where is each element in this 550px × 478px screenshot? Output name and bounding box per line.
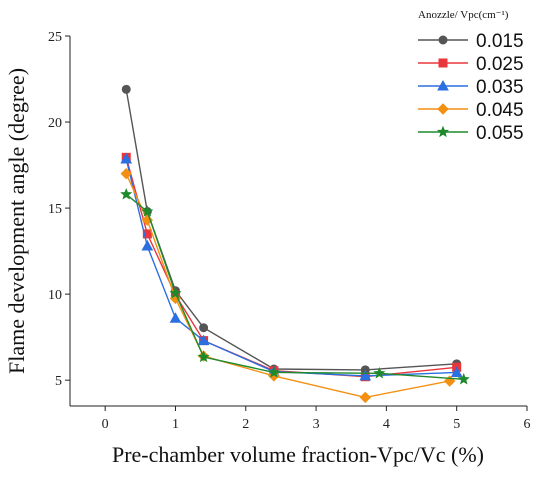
series-0-015: [121, 84, 462, 375]
data-point: [197, 334, 210, 346]
legend-item: 0.025: [418, 54, 524, 75]
legend-marker: [438, 58, 448, 68]
legend-label: 0.055: [476, 123, 524, 144]
legend-label: 0.045: [476, 100, 524, 121]
plot-frame: [69, 36, 527, 407]
legend-item: 0.045: [418, 100, 524, 121]
data-point: [199, 323, 209, 333]
data-point: [359, 369, 372, 381]
legend-item: 0.055: [418, 123, 524, 144]
series-layer: [120, 84, 470, 404]
data-point: [141, 239, 154, 251]
data-point: [169, 312, 182, 323]
x-tick-label: 3: [313, 417, 320, 432]
legend-marker: [437, 103, 449, 115]
legend-item: 0.035: [418, 77, 524, 98]
series-0-035: [120, 153, 463, 381]
y-tick-label: 15: [48, 202, 62, 217]
x-tick-label: 2: [242, 417, 249, 432]
data-point: [141, 205, 154, 217]
series-0-025: [121, 152, 462, 382]
x-axis-title: Pre-chamber volume fraction-Vpc/Vc (%): [112, 442, 484, 467]
y-tick-label: 20: [48, 116, 62, 131]
series-line: [125, 158, 457, 377]
series-0-055: [120, 187, 470, 385]
legend-marker: [437, 79, 449, 91]
legend-label: 0.025: [476, 54, 524, 75]
legend: Anozzle/ Vpc(cm⁻¹) 0.0150.0250.0350.0450…: [418, 9, 524, 144]
legend-item: 0.015: [418, 31, 524, 52]
data-point: [120, 153, 133, 164]
data-point: [142, 229, 152, 239]
data-point: [450, 366, 463, 377]
legend-label: 0.035: [476, 77, 524, 98]
data-point: [120, 167, 132, 180]
legend-marker: [436, 125, 450, 138]
x-tick-label: 1: [172, 417, 179, 432]
data-point: [169, 286, 182, 299]
data-point: [359, 391, 371, 404]
legend-label: 0.015: [476, 31, 524, 52]
series-line: [125, 173, 450, 399]
data-point: [267, 366, 280, 378]
data-point: [457, 372, 470, 385]
x-axis-ticks: 0 1 2 3 4 5 6: [102, 406, 531, 432]
series-line: [125, 157, 457, 378]
x-tick-label: 5: [453, 417, 460, 432]
data-point: [120, 187, 133, 200]
y-tick-label: 10: [48, 288, 62, 303]
legend-title: Anozzle/ Vpc(cm⁻¹): [418, 9, 509, 21]
series-line: [125, 89, 457, 371]
data-point: [373, 366, 386, 379]
legend-marker: [438, 35, 448, 45]
y-axis-title: Flame development angle (degree): [4, 68, 29, 374]
x-tick-label: 4: [383, 417, 390, 432]
y-tick-label: 25: [48, 30, 62, 45]
data-point: [197, 350, 210, 363]
y-tick-label: 5: [55, 374, 62, 389]
y-axis-ticks: 5 10 15 20 25: [48, 30, 70, 389]
data-point: [121, 84, 131, 94]
x-tick-label: 0: [102, 417, 109, 432]
x-tick-label: 6: [524, 417, 531, 432]
